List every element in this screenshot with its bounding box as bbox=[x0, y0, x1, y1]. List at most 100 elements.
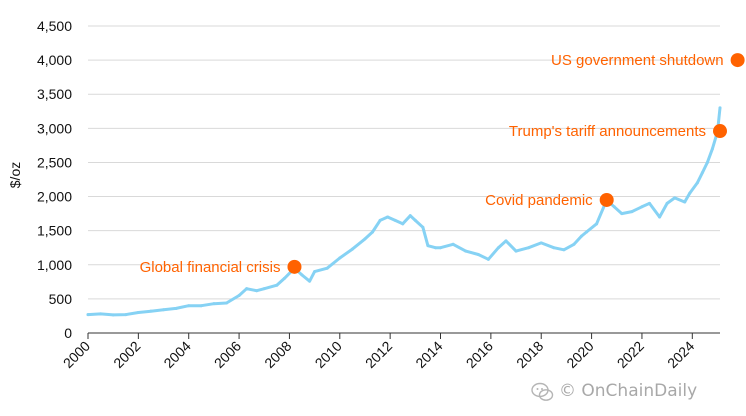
y-tick-label: 3,000 bbox=[37, 120, 72, 136]
data-point bbox=[640, 205, 644, 209]
x-tick-label: 2016 bbox=[463, 338, 496, 371]
data-point bbox=[99, 312, 103, 316]
annotation-marker bbox=[730, 53, 745, 68]
x-tick-label: 2020 bbox=[563, 338, 596, 371]
watermark-copyright-icon: © bbox=[559, 381, 581, 401]
data-point bbox=[451, 242, 455, 246]
data-point bbox=[562, 248, 566, 252]
data-point bbox=[496, 246, 500, 250]
x-tick-label: 2006 bbox=[211, 338, 244, 371]
data-point bbox=[363, 237, 367, 241]
data-point bbox=[308, 279, 312, 283]
data-point bbox=[413, 218, 417, 222]
data-point bbox=[580, 234, 584, 238]
x-tick-label: 2012 bbox=[362, 338, 395, 371]
data-point bbox=[612, 205, 616, 209]
data-point bbox=[658, 215, 662, 219]
x-tick-label: 2008 bbox=[261, 338, 294, 371]
data-point bbox=[433, 246, 437, 250]
wechat-icon bbox=[531, 382, 554, 401]
data-point bbox=[245, 287, 249, 291]
data-point bbox=[476, 253, 480, 257]
data-point bbox=[401, 222, 405, 226]
watermark-text: © OnChainDaily bbox=[559, 381, 697, 401]
x-tick-label: 2024 bbox=[664, 338, 697, 371]
data-point bbox=[514, 249, 518, 253]
data-point bbox=[136, 311, 140, 315]
y-tick-label: 3,500 bbox=[37, 86, 72, 102]
data-point bbox=[378, 218, 382, 222]
data-point bbox=[149, 309, 153, 313]
x-tick-label: 2002 bbox=[110, 338, 143, 371]
data-point bbox=[313, 270, 317, 274]
y-tick-label: 4,000 bbox=[37, 52, 72, 68]
data-point bbox=[595, 222, 599, 226]
data-point bbox=[585, 230, 589, 234]
y-tick-label: 1,500 bbox=[37, 223, 72, 239]
data-point bbox=[630, 210, 634, 214]
data-point bbox=[695, 181, 699, 185]
x-axis: 2000 2002 2004 2006 2008 2010 2012 2014 2016 2018… bbox=[60, 332, 720, 371]
data-point bbox=[187, 304, 191, 308]
y-tick-label: 0 bbox=[64, 325, 72, 341]
annotation-marker bbox=[287, 259, 302, 274]
annotation-label: US government shutdown bbox=[551, 52, 724, 69]
data-point bbox=[86, 313, 90, 317]
data-point bbox=[647, 201, 651, 205]
data-point bbox=[688, 191, 692, 195]
grid-lines bbox=[88, 25, 720, 300]
y-tick-label: 500 bbox=[49, 291, 73, 307]
data-point bbox=[700, 171, 704, 175]
data-point bbox=[224, 301, 228, 305]
x-tick-label: 2014 bbox=[412, 338, 445, 371]
data-point bbox=[350, 247, 354, 251]
data-point bbox=[237, 293, 241, 297]
data-point bbox=[552, 246, 556, 250]
data-point bbox=[124, 313, 128, 317]
data-point bbox=[199, 304, 203, 308]
data-point bbox=[386, 215, 390, 219]
annotation-label: Covid pandemic bbox=[485, 192, 593, 209]
x-tick-label: 2022 bbox=[614, 338, 647, 371]
data-point bbox=[338, 256, 342, 260]
data-point bbox=[710, 147, 714, 151]
data-point bbox=[620, 212, 624, 216]
data-point bbox=[705, 160, 709, 164]
data-point bbox=[255, 289, 259, 293]
data-point bbox=[275, 283, 279, 287]
data-point bbox=[439, 246, 443, 250]
y-axis: 0 500 1,000 1,500 2,000 2,500 3,000 3,500 4,000 4… bbox=[37, 18, 72, 341]
annotation-label: Global financial crisis bbox=[140, 259, 281, 276]
data-point bbox=[665, 201, 669, 205]
data-point bbox=[426, 244, 430, 248]
y-tick-label: 2,000 bbox=[37, 189, 72, 205]
data-point bbox=[527, 246, 531, 250]
x-tick-label: 2018 bbox=[513, 338, 546, 371]
data-point bbox=[371, 230, 375, 234]
annotation-marker bbox=[713, 124, 727, 139]
data-point bbox=[408, 214, 412, 218]
data-point bbox=[300, 273, 304, 277]
y-axis-label: $/oz bbox=[7, 162, 23, 188]
data-point bbox=[683, 200, 687, 204]
watermark: © OnChainDaily bbox=[531, 381, 697, 401]
y-tick-label: 1,000 bbox=[37, 257, 72, 273]
y-tick-label: 2,500 bbox=[37, 154, 72, 170]
data-point bbox=[504, 239, 508, 243]
annotation-label: Trump's tariff announcements bbox=[509, 123, 706, 140]
x-tick-label: 2010 bbox=[312, 338, 345, 371]
x-tick-label: 2000 bbox=[60, 338, 93, 371]
data-point bbox=[393, 218, 397, 222]
x-tick-label: 2004 bbox=[160, 338, 193, 371]
data-point bbox=[718, 106, 722, 110]
data-point bbox=[673, 196, 677, 200]
annotation-marker bbox=[599, 192, 614, 207]
data-point bbox=[212, 302, 216, 306]
data-point bbox=[421, 225, 425, 229]
data-point bbox=[572, 242, 576, 246]
data-point bbox=[539, 241, 543, 245]
data-point bbox=[162, 308, 166, 312]
data-point bbox=[325, 266, 329, 270]
data-point bbox=[262, 287, 266, 291]
